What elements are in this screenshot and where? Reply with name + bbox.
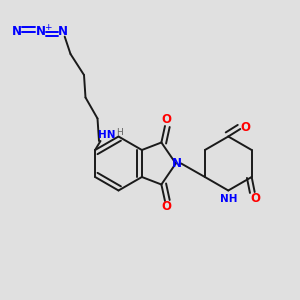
Text: HN: HN bbox=[98, 130, 116, 140]
Text: N: N bbox=[11, 25, 22, 38]
Text: N: N bbox=[35, 25, 46, 38]
Text: NH: NH bbox=[220, 194, 238, 204]
Text: −: − bbox=[21, 23, 29, 33]
Text: O: O bbox=[161, 113, 171, 127]
Text: O: O bbox=[241, 121, 251, 134]
Text: +: + bbox=[44, 22, 52, 32]
Text: N: N bbox=[58, 25, 68, 38]
Text: H: H bbox=[117, 128, 123, 137]
Text: O: O bbox=[161, 200, 171, 214]
Text: N: N bbox=[172, 157, 182, 170]
Text: O: O bbox=[250, 191, 260, 205]
